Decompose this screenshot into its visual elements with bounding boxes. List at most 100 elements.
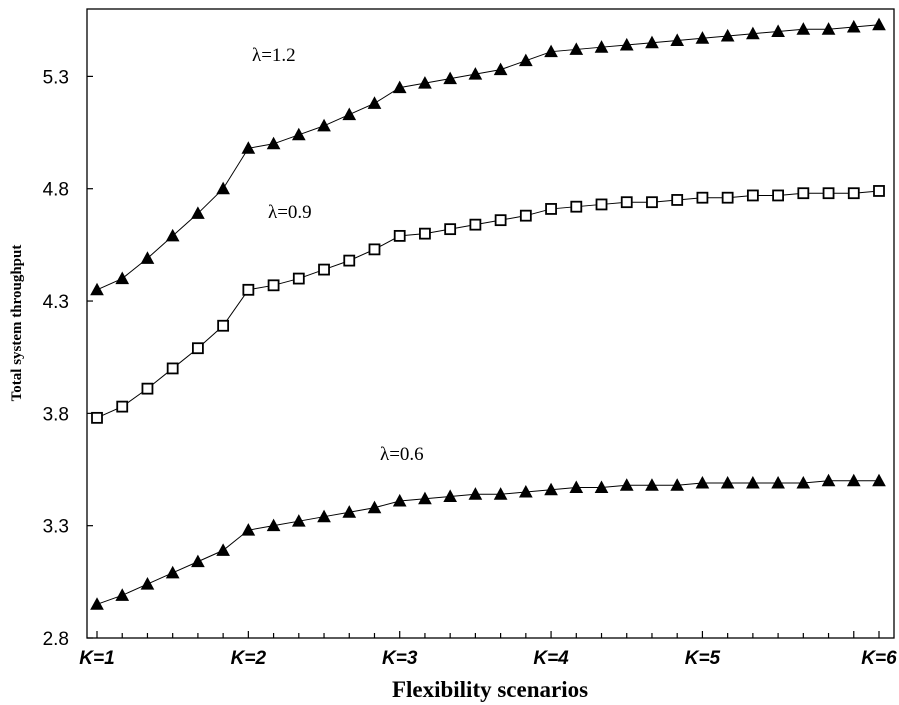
data-point <box>469 218 482 231</box>
data-point <box>797 187 810 200</box>
data-point <box>418 76 432 89</box>
data-point <box>796 475 811 489</box>
data-point <box>720 475 735 489</box>
y-tick-label: 3.3 <box>43 517 69 538</box>
data-point <box>619 478 634 491</box>
data-point <box>846 19 861 33</box>
data-point <box>670 478 685 491</box>
data-point <box>771 475 785 489</box>
y-tick-label: 2.8 <box>43 629 69 650</box>
data-point <box>847 187 860 200</box>
series-line <box>96 190 880 419</box>
data-point <box>873 185 885 197</box>
x-tick-label: K=6 <box>861 648 897 669</box>
data-point <box>291 514 306 527</box>
data-point <box>90 282 104 296</box>
data-point <box>419 227 431 240</box>
data-point <box>291 127 306 141</box>
series-line <box>96 24 880 291</box>
data-point <box>444 223 457 236</box>
data-point <box>241 141 256 154</box>
data-point <box>519 209 532 222</box>
data-point <box>165 228 180 242</box>
data-point <box>191 206 205 219</box>
data-point <box>393 229 406 242</box>
series-0 <box>90 17 886 296</box>
data-point <box>242 283 255 296</box>
data-point <box>418 491 432 505</box>
data-point <box>846 473 861 487</box>
data-point <box>671 194 684 206</box>
data-point <box>166 362 179 375</box>
data-point <box>821 22 836 35</box>
data-point <box>115 588 130 601</box>
data-point <box>90 597 104 610</box>
data-point <box>746 26 760 40</box>
y-tick-label: 5.3 <box>43 67 69 88</box>
data-point <box>619 37 634 51</box>
data-point <box>342 107 357 121</box>
data-point <box>140 577 155 590</box>
data-point <box>746 189 759 202</box>
series-2 <box>90 473 886 610</box>
data-point <box>721 191 734 204</box>
data-point <box>494 214 507 227</box>
data-point <box>720 28 735 42</box>
data-point <box>822 187 835 200</box>
data-point <box>620 196 633 209</box>
series-label: λ=0.9 <box>268 202 312 223</box>
data-point <box>468 67 483 80</box>
data-point <box>696 191 709 204</box>
data-point <box>266 136 281 150</box>
data-point <box>141 382 154 395</box>
data-point <box>872 17 886 31</box>
data-point <box>115 271 130 285</box>
data-point <box>493 487 508 500</box>
data-point <box>594 480 609 493</box>
y-tick-label: 3.8 <box>43 404 69 425</box>
series-labels: λ=1.2 λ=0.9 λ=0.6 <box>252 45 424 465</box>
data-point <box>594 40 609 53</box>
series-layer <box>90 17 886 610</box>
data-point <box>493 62 508 76</box>
data-point <box>367 96 382 109</box>
data-point <box>342 505 357 518</box>
data-point <box>646 196 658 209</box>
data-point <box>216 181 230 195</box>
data-point <box>318 263 330 276</box>
data-point <box>821 473 836 487</box>
data-point <box>91 411 103 424</box>
data-point <box>872 473 886 487</box>
x-tick-label: K=4 <box>533 648 569 669</box>
data-point <box>518 53 533 67</box>
data-point <box>216 543 230 556</box>
x-axis-title: Flexibility scenarios <box>392 677 588 702</box>
data-point <box>367 500 382 514</box>
x-tick-label: K=2 <box>231 648 267 669</box>
data-point <box>443 71 458 85</box>
data-point <box>545 203 557 215</box>
data-point <box>192 342 204 355</box>
data-point <box>368 243 381 256</box>
y-tick-label: 4.8 <box>43 180 69 201</box>
data-point <box>217 319 230 332</box>
x-tick-label: K=1 <box>79 648 114 669</box>
data-point <box>595 198 608 211</box>
data-point <box>443 489 458 502</box>
x-tick-label: K=3 <box>382 648 418 669</box>
data-point <box>191 554 205 568</box>
data-point <box>267 279 280 292</box>
data-point <box>796 22 811 35</box>
data-point <box>140 251 155 264</box>
series-line <box>96 480 879 605</box>
data-point <box>165 565 180 579</box>
data-point <box>392 493 407 507</box>
data-point <box>569 480 584 493</box>
data-point <box>645 35 659 49</box>
data-point <box>241 523 256 536</box>
data-point <box>695 31 710 44</box>
series-label: λ=0.6 <box>380 444 424 465</box>
data-point <box>317 509 331 523</box>
y-tick-label: 4.3 <box>43 292 69 313</box>
data-point <box>544 482 558 496</box>
